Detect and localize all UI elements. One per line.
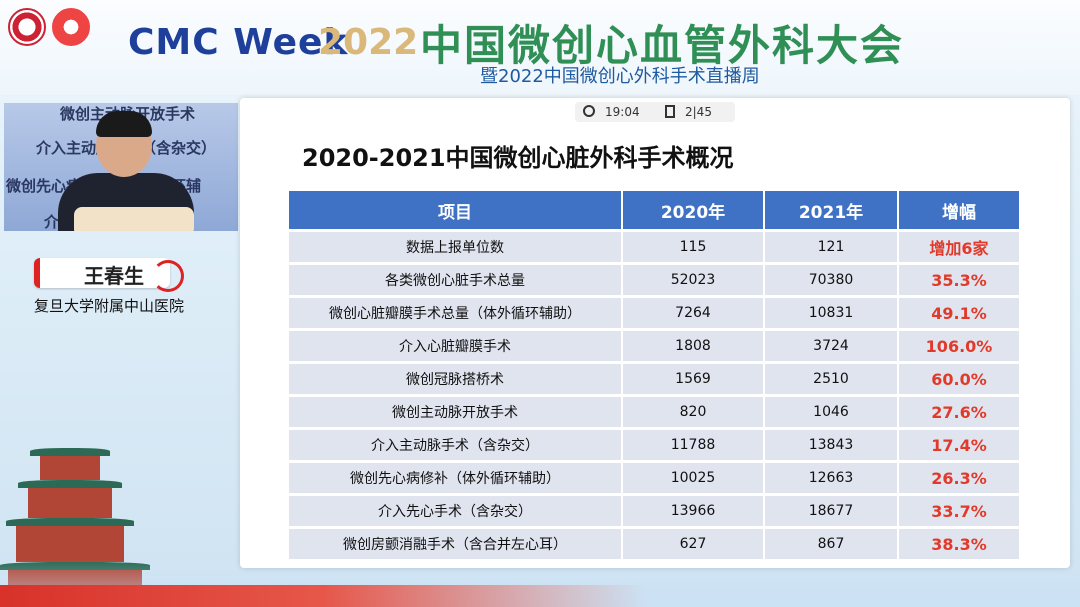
cmc-logo-icon [8,8,46,46]
increase-cell: 38.3% [899,529,1021,559]
conference-title: 中国微创心血管外科大会 [420,21,905,70]
table-cell: 11788 [623,430,765,460]
table-cell: 介入先心手术（含杂交） [289,496,623,526]
column-header: 增幅 [899,191,1021,229]
player-status-bar: 19:04 2|45 [575,102,735,122]
slide-title: 2020-2021中国微创心脏外科手术概况 [302,144,734,172]
brand-year: 2022 [318,22,419,63]
increase-cell: 增加6家 [899,232,1021,262]
swirl-icon [152,260,184,292]
increase-cell: 106.0% [899,331,1021,361]
table-cell: 52023 [623,265,765,295]
table-cell: 微创主动脉开放手术 [289,397,623,427]
table-cell: 627 [623,529,765,559]
table-row: 各类微创心脏手术总量 52023 70380 35.3% [289,265,1021,295]
increase-cell: 35.3% [899,265,1021,295]
speaker-name: 王春生 [84,264,144,288]
table-cell: 微创先心病修补（体外循环辅助） [289,463,623,493]
speaker-affiliation: 复旦大学附属中山医院 [34,297,185,315]
table-cell: 867 [765,529,899,559]
table-cell: 3724 [765,331,899,361]
surgery-table: 项目 2020年 2021年 增幅 数据上报单位数 115 121 增加6家 各类微创… [289,188,1021,562]
increase-cell: 27.6% [899,397,1021,427]
brand-text: CMC Week [128,22,349,63]
decorative-red-band [0,585,1080,607]
table-row: 介入主动脉手术（含杂交） 11788 13843 17.4% [289,430,1021,460]
table-cell: 13843 [765,430,899,460]
increase-cell: 17.4% [899,430,1021,460]
table-row: 数据上报单位数 115 121 增加6家 [289,232,1021,262]
speaker-namecard: 王春生 [34,258,184,292]
conference-subtitle: 暨2022中国微创心外科手术直播周 [480,66,760,87]
table-cell: 115 [623,232,765,262]
table-cell: 10831 [765,298,899,328]
table-cell: 微创心脏瓣膜手术总量（体外循环辅助） [289,298,623,328]
presentation-slide: 19:04 2|45 2020-2021中国微创心脏外科手术概况 项目 2020… [240,98,1070,568]
table-header-row: 项目 2020年 2021年 增幅 [289,191,1021,229]
table-row: 微创主动脉开放手术 820 1046 27.6% [289,397,1021,427]
table-cell: 各类微创心脏手术总量 [289,265,623,295]
increase-cell: 26.3% [899,463,1021,493]
table-row: 介入心脏瓣膜手术 1808 3724 106.0% [289,331,1021,361]
conference-header: CMC Week 2022 中国微创心血管外科大会 暨2022中国微创心外科手术… [0,0,1080,95]
table-cell: 介入主动脉手术（含杂交） [289,430,623,460]
table-cell: 介入心脏瓣膜手术 [289,331,623,361]
table-cell: 微创房颤消融手术（含合并左心耳） [289,529,623,559]
increase-cell: 60.0% [899,364,1021,394]
column-header: 项目 [289,191,623,229]
table-row: 介入先心手术（含杂交） 13966 18677 33.7% [289,496,1021,526]
table-cell: 2510 [765,364,899,394]
partner-logo-icon [52,8,90,46]
page-counter: 2|45 [685,105,712,119]
table-cell: 70380 [765,265,899,295]
column-header: 2020年 [623,191,765,229]
table-row: 微创冠脉搭桥术 1569 2510 60.0% [289,364,1021,394]
column-header: 2021年 [765,191,899,229]
table-cell: 数据上报单位数 [289,232,623,262]
table-cell: 1046 [765,397,899,427]
elapsed-time: 19:04 [605,105,640,119]
table-cell: 13966 [623,496,765,526]
increase-cell: 33.7% [899,496,1021,526]
flower-podium [74,207,194,231]
page-icon [665,105,675,118]
table-row: 微创房颤消融手术（含合并左心耳） 627 867 38.3% [289,529,1021,559]
table-cell: 1808 [623,331,765,361]
speaker-hair [96,111,152,137]
table-cell: 820 [623,397,765,427]
table-row: 微创先心病修补（体外循环辅助） 10025 12663 26.3% [289,463,1021,493]
table-cell: 18677 [765,496,899,526]
table-cell: 微创冠脉搭桥术 [289,364,623,394]
table-cell: 1569 [623,364,765,394]
clock-icon [583,105,595,117]
speaker-video: 微创主动脉开放手术 介入主动脉手术（含杂交） 微创先心病修补（体外循环辅 介入先 [4,103,238,231]
table-cell: 7264 [623,298,765,328]
increase-cell: 49.1% [899,298,1021,328]
table-cell: 12663 [765,463,899,493]
table-row: 微创心脏瓣膜手术总量（体外循环辅助） 7264 10831 49.1% [289,298,1021,328]
table-cell: 121 [765,232,899,262]
table-cell: 10025 [623,463,765,493]
